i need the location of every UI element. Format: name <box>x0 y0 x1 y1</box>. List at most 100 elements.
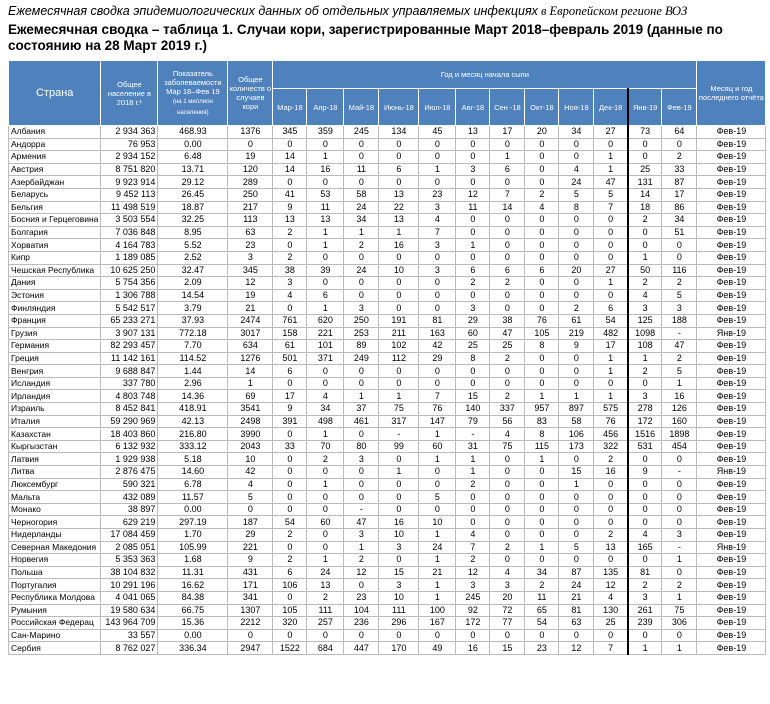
month-cell: 24 <box>558 578 595 592</box>
month-cell: 79 <box>455 414 491 429</box>
month-cell: 0 <box>418 364 457 378</box>
month-cell: 2 <box>558 301 595 315</box>
population-cell: 3 503 554 <box>100 213 159 227</box>
total-cell: 19 <box>227 150 274 164</box>
month-cell: 8 <box>524 427 560 441</box>
month-cell: 0 <box>418 150 457 164</box>
country-cell: Республика Молдова <box>7 590 102 605</box>
month-cell: 0 <box>524 465 560 479</box>
country-cell: Греция <box>7 351 102 366</box>
population-cell: 3 907 131 <box>100 326 159 341</box>
rate-cell: 333.12 <box>157 439 229 454</box>
month-cell: 0 <box>378 452 420 467</box>
month-cell: 11 <box>524 590 560 605</box>
month-cell: 957 <box>524 402 560 416</box>
country-cell: Португалия <box>7 578 102 592</box>
month-cell: 0 <box>626 376 663 391</box>
last-report-cell: Фев-19 <box>696 590 767 605</box>
month-cell: 10 <box>378 263 420 278</box>
month-cell: 8 <box>558 200 595 215</box>
country-cell: Бельгия <box>7 200 102 215</box>
report-header: Ежемесячная сводка эпидемиологических да… <box>8 4 687 19</box>
table-row: Сан-Марино 33 557 0.00 0 0 0 0 0 0 0 0 0 0 0 0 0 Фев-19 <box>7 628 767 643</box>
rate-cell: 29.12 <box>157 175 229 189</box>
month-cell: 0 <box>378 137 420 152</box>
month-cell: 1 <box>593 364 629 378</box>
month-cell: 17 <box>593 339 629 353</box>
rate-cell: 16.62 <box>157 578 229 592</box>
month-cell: 0 <box>306 364 345 378</box>
month-cell: 1 <box>661 641 698 655</box>
month-cell: 172 <box>455 616 491 630</box>
month-cell: 11 <box>343 162 380 177</box>
month-cell: 0 <box>558 628 595 643</box>
month-cell: 37 <box>343 402 380 416</box>
month-cell: 15 <box>558 465 595 479</box>
month-cell: 76 <box>524 313 560 328</box>
col-month: Июл-18 <box>418 88 457 126</box>
month-cell: 51 <box>661 225 698 240</box>
population-cell: 8 452 841 <box>100 402 159 416</box>
month-cell: 14 <box>626 187 663 202</box>
population-cell: 629 219 <box>100 515 159 529</box>
last-report-cell: Фев-19 <box>696 351 767 366</box>
table-title: Ежемесячная сводка – таблица 1. Случаи к… <box>8 22 723 53</box>
total-cell: 2043 <box>227 439 274 454</box>
population-cell: 1 306 788 <box>100 288 159 303</box>
month-cell: 0 <box>626 502 663 517</box>
month-cell: 8 <box>524 339 560 353</box>
table-row: Финляндия 5 542 517 3.79 21 0 1 3 0 0 3 0 0 2 6 3 3 Фев-… <box>7 301 767 315</box>
month-cell: 1 <box>306 301 345 315</box>
month-cell: 0 <box>524 238 560 252</box>
month-cell: 5 <box>593 187 629 202</box>
total-cell: 9 <box>227 553 274 567</box>
month-cell: 1 <box>593 351 629 366</box>
country-cell: Босния и Герцеговина <box>7 213 102 227</box>
month-cell: 0 <box>593 515 629 529</box>
month-cell: 105 <box>272 603 308 618</box>
month-cell: 3 <box>378 578 420 592</box>
last-report-cell: Фев-19 <box>696 150 767 164</box>
month-cell: 0 <box>272 175 308 189</box>
month-cell: 0 <box>626 477 663 492</box>
month-cell: 0 <box>272 452 308 467</box>
table-row: Албания 2 934 363 468.93 1376 345 359 245 134 45… <box>7 125 767 139</box>
month-cell: 60 <box>306 515 345 529</box>
last-report-cell: Фев-19 <box>696 238 767 252</box>
last-report-cell: Фев-19 <box>696 578 767 592</box>
rate-cell: 297.19 <box>157 515 229 529</box>
month-cell: 219 <box>558 326 595 341</box>
month-cell: 86 <box>661 200 698 215</box>
month-cell: 34 <box>661 213 698 227</box>
month-cell: 4 <box>489 565 526 580</box>
month-cell: 31 <box>455 439 491 454</box>
month-cell: 2 <box>343 238 380 252</box>
col-months-group: Год и месяц начала сыпи <box>272 60 698 89</box>
month-cell: 0 <box>593 213 629 227</box>
month-cell: 0 <box>306 465 345 479</box>
month-cell: 12 <box>343 565 380 580</box>
month-cell: 4 <box>455 528 491 542</box>
month-cell: 4 <box>272 288 308 303</box>
total-cell: 341 <box>227 590 274 605</box>
month-cell: 54 <box>593 313 629 328</box>
month-cell: 2 <box>489 351 526 366</box>
month-cell: 14 <box>489 200 526 215</box>
month-cell: 0 <box>343 477 380 492</box>
table-row: Беларусь 9 452 113 26.45 250 41 53 58 13 23 12 7 2 5… <box>7 187 767 202</box>
country-cell: Монако <box>7 502 102 517</box>
month-cell: 2 <box>343 553 380 567</box>
country-cell: Румыния <box>7 603 102 618</box>
month-cell: 684 <box>306 641 345 655</box>
month-cell: 761 <box>272 313 308 328</box>
last-report-cell: Фев-19 <box>696 187 767 202</box>
month-cell: 0 <box>378 276 420 290</box>
month-cell: 3 <box>455 301 491 315</box>
month-cell: 188 <box>661 313 698 328</box>
country-cell: Российская Федерац <box>7 616 102 630</box>
month-cell: 81 <box>558 603 595 618</box>
month-cell: 0 <box>306 175 345 189</box>
table-row: Болгария 7 036 848 8.95 63 2 1 1 1 7 0 0 0 0 0 0 51 Фев-… <box>7 225 767 240</box>
month-cell: 49 <box>418 641 457 655</box>
total-cell: 171 <box>227 578 274 592</box>
